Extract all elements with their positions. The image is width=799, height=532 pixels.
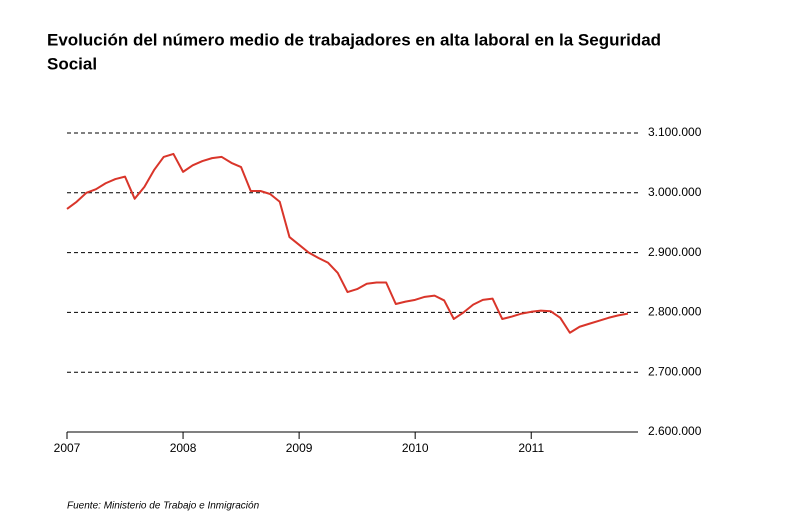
source-note: Fuente: Ministerio de Trabajo e Inmigrac… [67,501,260,512]
chart-title: Social [47,54,97,73]
x-tick-label: 2011 [518,441,544,455]
y-tick-label: 2.700.000 [648,364,702,378]
data-line [66,152,629,334]
x-tick-label: 2010 [402,441,429,455]
y-tick-label: 3.000.000 [648,185,702,199]
x-tick-label: 2009 [286,441,313,455]
x-tick-label: 2007 [54,441,81,455]
x-tick-label: 2008 [170,441,197,455]
y-tick-label: 2.800.000 [648,305,702,319]
y-tick-label: 3.100.000 [648,125,702,139]
chart-title: Evolución del número medio de trabajador… [47,30,661,49]
y-tick-label: 2.900.000 [648,245,702,259]
y-tick-label: 2.600.000 [648,424,702,438]
